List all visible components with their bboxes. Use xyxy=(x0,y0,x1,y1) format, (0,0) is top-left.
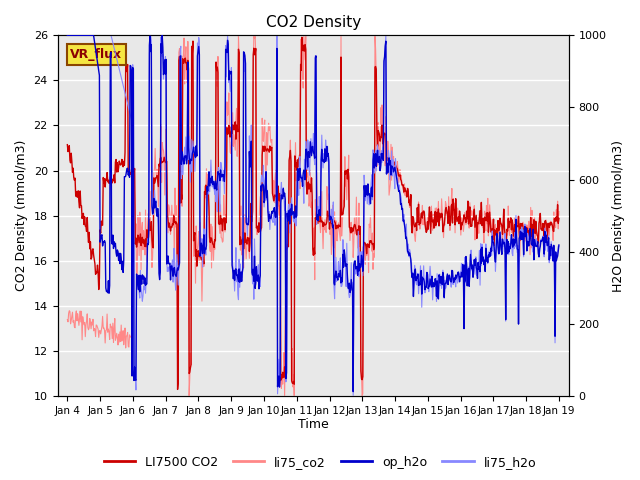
Y-axis label: H2O Density (mmol/m3): H2O Density (mmol/m3) xyxy=(612,140,625,292)
X-axis label: Time: Time xyxy=(298,419,328,432)
Title: CO2 Density: CO2 Density xyxy=(266,15,361,30)
Legend: LI7500 CO2, li75_co2, op_h2o, li75_h2o: LI7500 CO2, li75_co2, op_h2o, li75_h2o xyxy=(99,451,541,474)
Text: VR_flux: VR_flux xyxy=(70,48,122,61)
Y-axis label: CO2 Density (mmol/m3): CO2 Density (mmol/m3) xyxy=(15,140,28,291)
